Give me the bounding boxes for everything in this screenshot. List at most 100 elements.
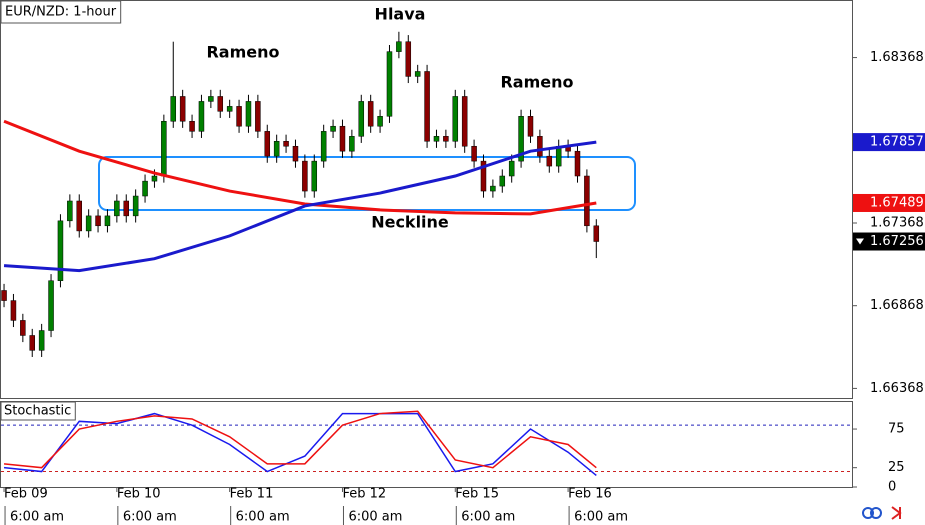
candle-body [518,116,524,162]
candle-body [480,160,487,192]
candle-body [57,220,64,281]
candle-body [584,175,590,227]
candle-body [405,41,412,77]
candle-body [85,215,92,232]
candle-body [10,300,17,321]
y-tick-label: 75 [888,422,905,437]
x-tick-label: 6:00 am [10,510,64,525]
y-tick-label: 0 [888,480,896,495]
candle-body [132,195,139,217]
candle-body [339,125,346,152]
candle-body [273,141,280,157]
price-panel [0,0,853,399]
candle-body [123,200,130,217]
candle-body [264,131,271,157]
candle-body [424,71,430,142]
toolbar-icons[interactable] [862,506,902,520]
stochastic-line [3,410,597,469]
panel-title: Stochastic [4,404,71,419]
candle-body [142,180,148,197]
y-tick-label: 1.67368 [870,215,924,230]
annotation: Rameno [206,43,279,62]
candle-body [508,160,515,177]
candle-body [461,96,468,147]
candle-body [320,131,327,162]
candle-body [104,215,111,227]
candle-body [179,96,186,122]
candle-body [302,160,308,192]
candle-body [20,320,26,336]
candle-body [499,175,506,187]
candle-body [537,136,543,157]
candle-body [29,335,35,351]
price-label: 1.67857 [870,135,924,150]
candle-body [349,136,355,152]
x-tick-label: 6:00 am [461,510,515,525]
candle-body [452,96,459,142]
candle-body [170,96,177,122]
candle-body [443,136,449,142]
moving-average [3,119,597,216]
candle-body [367,101,374,127]
candle-body [386,51,393,117]
price-label: 1.67489 [870,195,924,210]
candle-body [114,200,120,217]
candle-body [95,215,101,227]
candle-body [255,101,261,132]
candle-body [151,175,158,182]
price-arrow [856,238,864,245]
x-tick-label: Feb 12 [342,487,386,502]
candle-body [226,106,233,112]
stochastic-panel [0,401,853,488]
x-tick-label: Feb 15 [455,487,499,502]
candle-body [236,106,242,127]
x-tick-label: 6:00 am [123,510,177,525]
y-tick-label: 25 [888,460,905,475]
price-badge [853,133,925,152]
candle-body [48,280,54,331]
candle-body [76,200,82,232]
candle-body [198,101,205,132]
stochastic-line [3,412,597,476]
moving-average [3,140,597,273]
candle-body [283,141,289,147]
candle-body [377,116,383,127]
candle-body [396,41,402,52]
x-tick-label: Feb 10 [117,487,161,502]
panel-title-box [0,401,76,421]
candle-body [471,145,477,162]
title-box [0,0,122,24]
candle-body [38,330,45,351]
x-tick-label: Feb 09 [4,487,48,502]
y-tick-label: 1.66868 [870,298,924,313]
candle-body [414,71,421,77]
price-badge [853,232,925,251]
candle-body [546,155,553,167]
candle-body [1,290,7,301]
candle-body [574,150,581,177]
price-label: 1.67256 [870,234,924,249]
candle-body [245,101,252,127]
x-tick-label: 6:00 am [236,510,290,525]
link-icon[interactable] [870,507,882,519]
candle-body [433,136,440,142]
candle-body [358,101,365,137]
candle-body [67,200,73,222]
candle-body [490,185,496,192]
candle-body [527,116,534,137]
x-tick-label: Feb 11 [230,487,274,502]
candle-body [208,96,214,102]
candle-body [292,145,299,162]
candle-body [330,125,336,132]
end-icon[interactable] [891,506,902,520]
candle-body [161,121,167,177]
y-tick-label: 1.68368 [870,50,924,65]
candle-body [593,225,600,242]
link-icon[interactable] [862,507,874,519]
candle-body [555,145,562,167]
y-tick-label: 1.66368 [870,381,924,396]
candle-body [311,160,318,192]
x-tick-label: Feb 16 [568,487,612,502]
x-tick-label: 6:00 am [348,510,402,525]
